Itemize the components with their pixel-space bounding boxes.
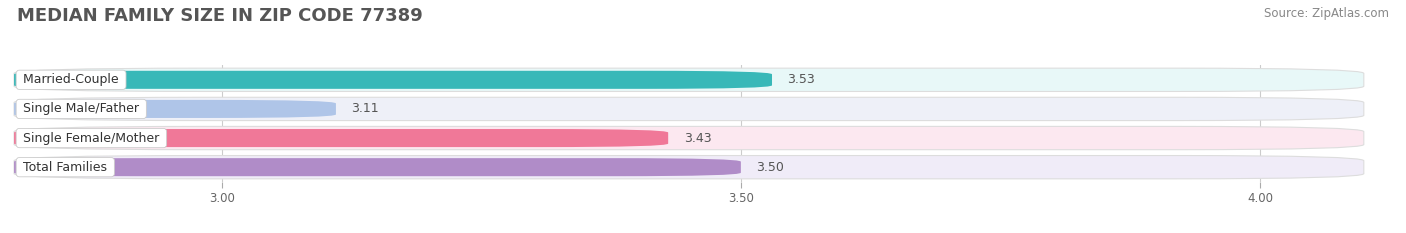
FancyBboxPatch shape [14,97,1364,121]
FancyBboxPatch shape [14,156,1364,179]
FancyBboxPatch shape [14,68,1364,91]
FancyBboxPatch shape [14,71,772,89]
Text: 3.53: 3.53 [787,73,815,86]
Text: Total Families: Total Families [20,161,111,174]
FancyBboxPatch shape [14,158,741,176]
Text: Source: ZipAtlas.com: Source: ZipAtlas.com [1264,7,1389,20]
Text: 3.11: 3.11 [352,103,380,115]
Text: 3.43: 3.43 [683,132,711,144]
FancyBboxPatch shape [14,126,1364,150]
Text: 3.50: 3.50 [756,161,785,174]
Text: Single Male/Father: Single Male/Father [20,103,143,115]
FancyBboxPatch shape [14,100,336,118]
FancyBboxPatch shape [14,129,668,147]
Text: Single Female/Mother: Single Female/Mother [20,132,163,144]
Text: MEDIAN FAMILY SIZE IN ZIP CODE 77389: MEDIAN FAMILY SIZE IN ZIP CODE 77389 [17,7,423,25]
Text: Married-Couple: Married-Couple [20,73,122,86]
